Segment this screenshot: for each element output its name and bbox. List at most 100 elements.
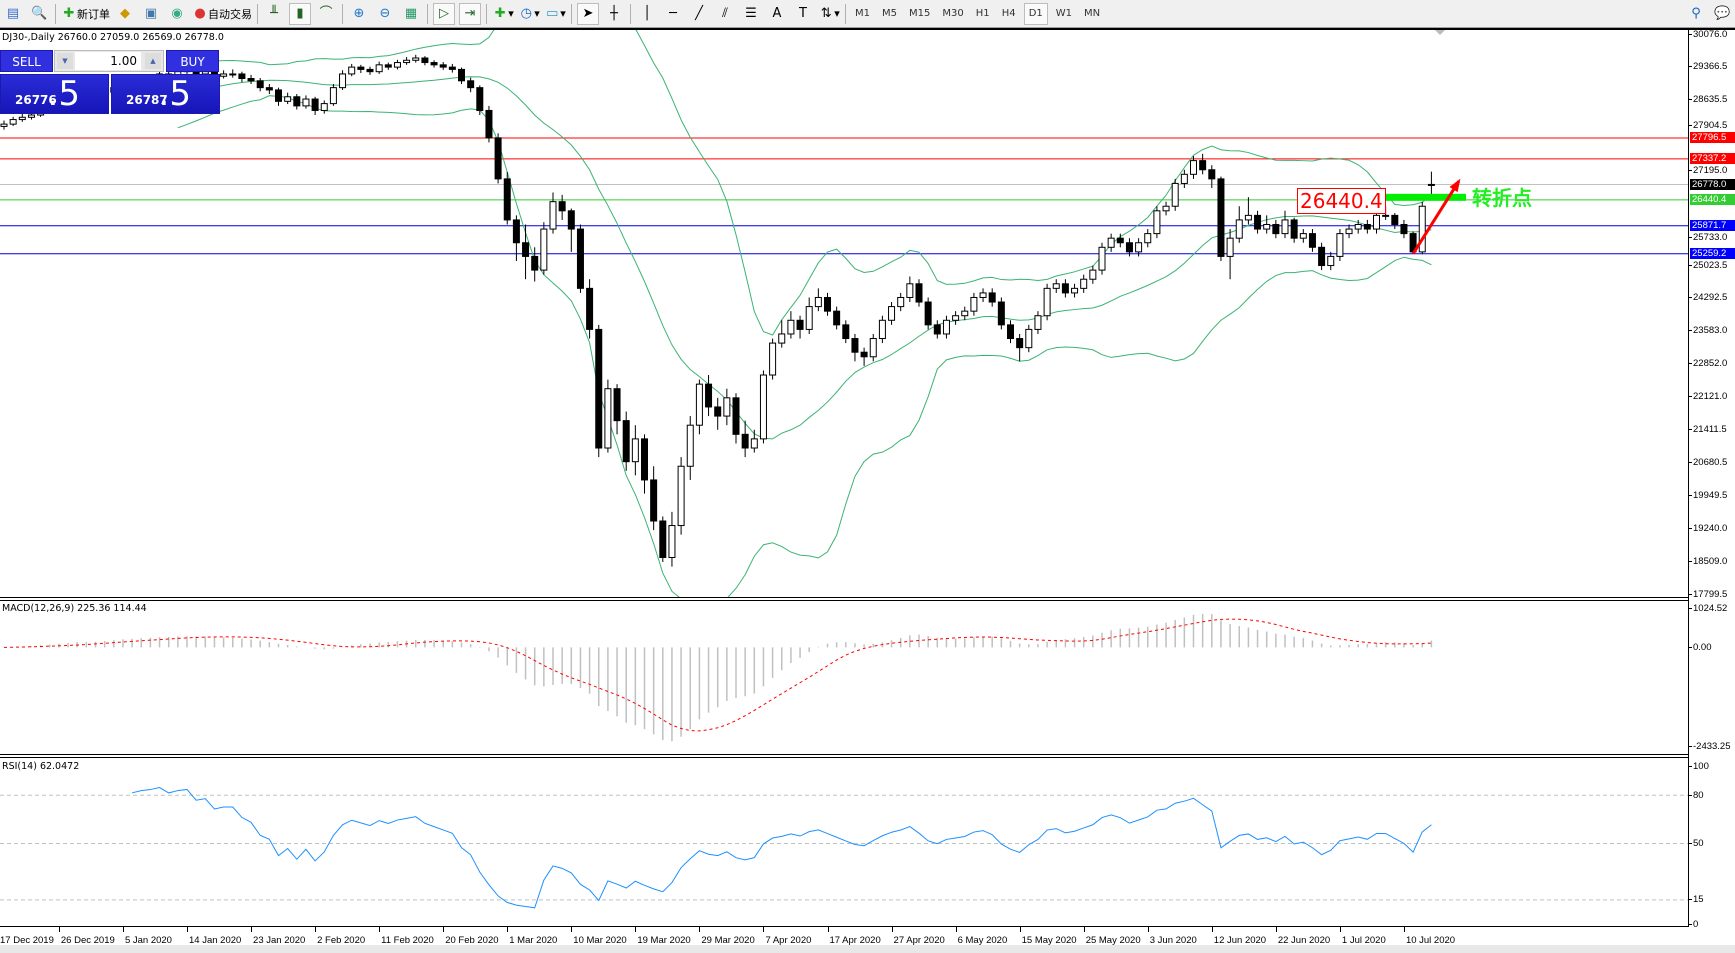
candle-body-bear <box>1318 246 1326 267</box>
search-button[interactable]: ⚲ <box>1685 3 1707 25</box>
timeframe-w1[interactable]: W1 <box>1055 8 1073 19</box>
candle-body-bull <box>0 123 8 127</box>
candle <box>997 297 1005 330</box>
text-label-button[interactable]: T <box>792 3 814 25</box>
vertical-line-button[interactable]: │ <box>636 3 658 25</box>
buy-price-box[interactable]: 26787 .5 <box>111 74 220 114</box>
arrows-button[interactable]: ⇅ ▾ <box>818 3 840 25</box>
date-label: 29 Mar 2020 <box>701 935 755 946</box>
candle <box>595 324 603 458</box>
macd-chart[interactable] <box>0 601 1688 754</box>
date-tick <box>763 927 765 932</box>
cursor-button[interactable]: ➤ <box>577 2 599 25</box>
chart-bottom-border <box>0 926 1689 927</box>
navigator-button[interactable]: ▣ <box>140 3 162 25</box>
price-tick-label: 23583.0 <box>1687 324 1728 336</box>
timeframe-d1[interactable]: D1 <box>1023 2 1048 25</box>
macd-tick-label: 0.00 <box>1688 641 1712 653</box>
macd-title: MACD(12,26,9) 225.36 114.44 <box>2 603 147 614</box>
chart-shift-button[interactable]: ⇥ <box>459 2 481 25</box>
fibonacci-button[interactable]: ☰ <box>740 3 762 25</box>
price-tick-label: 27904.5 <box>1687 120 1728 132</box>
auto-trading-label: 自动交易 <box>208 7 252 21</box>
candle <box>384 62 392 70</box>
date-tick <box>251 927 253 932</box>
timeframe-h4[interactable]: H4 <box>1001 8 1016 19</box>
text-button[interactable]: A <box>766 3 788 25</box>
magnifier-doc-icon: 🔍 <box>31 5 48 21</box>
timeframe-h1[interactable]: H1 <box>975 8 990 19</box>
new-order-button[interactable]: ✚ 新订单 <box>61 3 110 25</box>
candle <box>988 288 996 307</box>
price-chart[interactable] <box>0 30 1688 597</box>
candle <box>0 120 8 130</box>
lots-increase-button[interactable]: ▲ <box>145 53 161 69</box>
timeframe-m1[interactable]: M1 <box>855 8 870 19</box>
market-watch-button[interactable]: ◆ <box>114 3 136 25</box>
candle-body-bear <box>522 242 530 257</box>
crosshair-button[interactable]: ┼ <box>603 3 625 25</box>
date-label: 2 Feb 2020 <box>317 935 366 946</box>
candle <box>467 77 475 93</box>
candle-body-bear <box>796 319 804 330</box>
bar-chart-button[interactable]: ╨ <box>263 3 285 25</box>
candle <box>970 292 978 316</box>
zoom-in-button[interactable]: ⊕ <box>348 3 370 25</box>
candle-body-bear <box>1400 223 1408 235</box>
candle-body-bull <box>1418 205 1426 253</box>
candle <box>796 315 804 339</box>
auto-trading-button[interactable]: ● 自动交易 <box>192 3 252 25</box>
sell-price-box[interactable]: 26776 .5 <box>0 74 109 114</box>
candle-body-bull <box>1354 223 1362 230</box>
chart-window[interactable] <box>0 28 1735 945</box>
arrow-head-icon <box>1449 178 1461 193</box>
candle-body-bull <box>1226 237 1234 257</box>
auto-scroll-button[interactable]: ▷ <box>433 2 455 25</box>
pane-separator[interactable] <box>0 754 1689 758</box>
candle-body-bull <box>1244 214 1252 221</box>
equidistant-channel-button[interactable]: ⫽ <box>714 3 736 25</box>
date-label: 1 Mar 2020 <box>509 935 558 946</box>
candlestick-button[interactable]: ▮ <box>289 2 311 25</box>
candle-body-bull <box>9 119 17 125</box>
trendline-button[interactable]: ╱ <box>688 3 710 25</box>
periods-button[interactable]: ◷ ▾ <box>518 3 540 25</box>
signals-button[interactable]: ◉ <box>166 3 188 25</box>
candle-body-bull <box>668 525 676 558</box>
date-label: 3 Jun 2020 <box>1149 935 1197 946</box>
lots-decrease-button[interactable]: ▼ <box>57 53 73 69</box>
timeframe-m30[interactable]: M30 <box>942 8 964 19</box>
tile-windows-button[interactable]: ▦ <box>400 3 422 25</box>
candle-body-bear <box>988 292 996 303</box>
sell-button[interactable]: SELL <box>0 50 53 72</box>
toolbar: ▤ 🔍 ✚ 新订单 ◆ ▣ ◉ ● 自动交易 ╨ ▮ ⌒ ⊕ ⊖ ▦ ▷ ⇥ ✚ ▾ … <box>0 0 1735 28</box>
candle-body-bear <box>622 420 630 463</box>
candle <box>1327 251 1335 271</box>
profiles-button[interactable]: 🔍 <box>28 3 50 25</box>
timeframe-m5[interactable]: M5 <box>882 8 897 19</box>
price-annotation-label[interactable]: 26440.4 <box>1297 188 1386 214</box>
chat-button[interactable]: 💬 <box>1711 3 1733 25</box>
candle-body-bull <box>970 296 978 312</box>
pane-separator[interactable] <box>0 597 1689 601</box>
lots-input[interactable] <box>75 52 141 70</box>
zoom-out-button[interactable]: ⊖ <box>374 3 396 25</box>
timeframe-mn[interactable]: MN <box>1084 8 1101 19</box>
candle <box>357 64 365 74</box>
lots-field: ▼ ▲ <box>54 50 164 72</box>
line-chart-button[interactable]: ⌒ <box>315 3 337 25</box>
date-tick <box>1019 927 1021 932</box>
candle-body-bull <box>348 66 356 75</box>
rsi-chart[interactable] <box>0 758 1688 926</box>
horizontal-line-button[interactable]: ─ <box>662 3 684 25</box>
timeframe-m15[interactable]: M15 <box>909 8 931 19</box>
templates-button[interactable]: ▭ ▾ <box>546 5 566 21</box>
date-tick <box>1083 927 1085 932</box>
candle-body-bear <box>458 68 465 82</box>
new-chart-button[interactable]: ▤ <box>2 3 24 25</box>
indicators-button[interactable]: ✚ ▾ <box>492 3 514 25</box>
price-tag-pivot: 26440.4 <box>1690 194 1735 206</box>
candle <box>1043 283 1051 321</box>
turning-point-text[interactable]: 转折点 <box>1472 186 1532 210</box>
buy-button[interactable]: BUY <box>166 50 219 72</box>
